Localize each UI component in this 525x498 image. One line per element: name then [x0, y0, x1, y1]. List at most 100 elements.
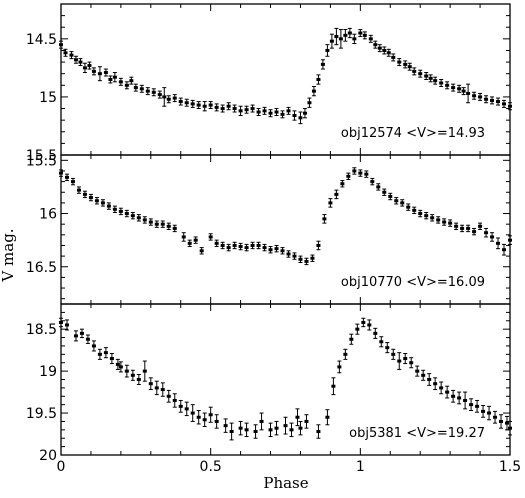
data-point — [87, 64, 92, 68]
y-tick-label: 15.5 — [26, 153, 57, 169]
data-point — [154, 222, 159, 226]
data-point — [307, 101, 312, 105]
data-point — [304, 259, 309, 263]
data-point — [250, 243, 255, 247]
data-point — [256, 110, 261, 114]
data-point — [328, 201, 333, 205]
data-point — [108, 78, 113, 81]
data-point — [250, 107, 255, 111]
data-point — [451, 394, 456, 398]
data-point — [445, 390, 450, 394]
data-point — [286, 109, 291, 113]
data-point — [386, 51, 391, 55]
data-point — [172, 226, 177, 230]
data-point — [368, 37, 373, 41]
data-point — [268, 428, 273, 432]
data-point — [187, 241, 192, 245]
data-point — [59, 320, 63, 324]
data-point — [208, 235, 213, 239]
data-point — [166, 97, 171, 101]
data-point — [409, 361, 414, 365]
data-point — [244, 246, 249, 250]
data-point — [377, 46, 382, 50]
data-point — [352, 169, 357, 173]
data-point — [79, 331, 84, 335]
data-point — [463, 398, 468, 402]
data-point — [118, 80, 123, 84]
data-point — [433, 79, 438, 83]
data-point — [214, 105, 219, 109]
data-point — [340, 182, 345, 186]
data-point — [499, 419, 504, 423]
data-point — [292, 254, 297, 258]
data-point — [70, 180, 75, 184]
data-point — [238, 426, 243, 430]
data-point — [370, 180, 375, 184]
data-point — [388, 195, 393, 199]
data-point — [391, 352, 396, 356]
data-point — [100, 201, 105, 205]
data-point — [331, 384, 336, 388]
data-point — [220, 243, 225, 247]
data-point — [451, 86, 456, 90]
data-point — [508, 104, 512, 108]
data-point — [238, 245, 243, 249]
data-point — [406, 205, 411, 209]
y-tick-label: 18.5 — [26, 322, 57, 338]
data-point — [493, 415, 498, 419]
data-point — [283, 424, 288, 428]
data-point — [253, 430, 258, 434]
data-point — [475, 404, 480, 408]
data-point — [76, 188, 81, 192]
data-point — [190, 411, 195, 415]
data-point — [418, 212, 423, 216]
data-point — [148, 382, 153, 386]
data-point — [178, 404, 183, 408]
data-point — [394, 199, 399, 203]
data-point — [268, 111, 273, 115]
data-point — [130, 214, 135, 218]
data-point — [226, 104, 231, 108]
data-point — [472, 230, 477, 234]
y-tick-label: 14.5 — [26, 32, 57, 48]
data-point — [460, 226, 465, 230]
data-point — [448, 221, 453, 225]
data-point — [457, 396, 462, 400]
data-point — [373, 331, 378, 335]
data-point — [298, 426, 303, 430]
data-point — [244, 428, 249, 432]
data-point — [280, 249, 285, 253]
data-point — [160, 388, 165, 392]
data-point — [136, 378, 141, 381]
data-point — [349, 337, 354, 341]
data-point — [193, 238, 198, 242]
data-point — [352, 37, 357, 41]
data-point — [82, 66, 87, 70]
data-point — [433, 382, 438, 386]
panel-1: 14.5 15 15.5 obj12574 <V>=14.93 — [26, 3, 512, 164]
panel-3: 18.5 19 19.5 20 obj5381 <V>=19.27 — [26, 303, 512, 464]
data-point — [232, 107, 237, 111]
data-point — [295, 415, 300, 419]
data-point — [358, 31, 363, 35]
data-point — [208, 413, 213, 417]
data-point — [322, 217, 327, 221]
data-point — [439, 81, 444, 85]
data-point — [268, 248, 273, 252]
data-point — [214, 241, 219, 245]
data-point — [347, 31, 352, 35]
data-point — [172, 96, 177, 100]
data-point — [262, 246, 267, 250]
data-point — [292, 114, 297, 118]
data-point — [362, 33, 367, 37]
data-point — [298, 116, 303, 120]
data-point — [367, 323, 372, 327]
data-point — [325, 415, 330, 419]
data-point — [64, 175, 69, 179]
data-point — [487, 411, 492, 415]
data-point — [391, 55, 396, 59]
y-tick-label: 20 — [39, 448, 57, 464]
data-point — [403, 62, 408, 66]
data-point — [481, 409, 486, 413]
